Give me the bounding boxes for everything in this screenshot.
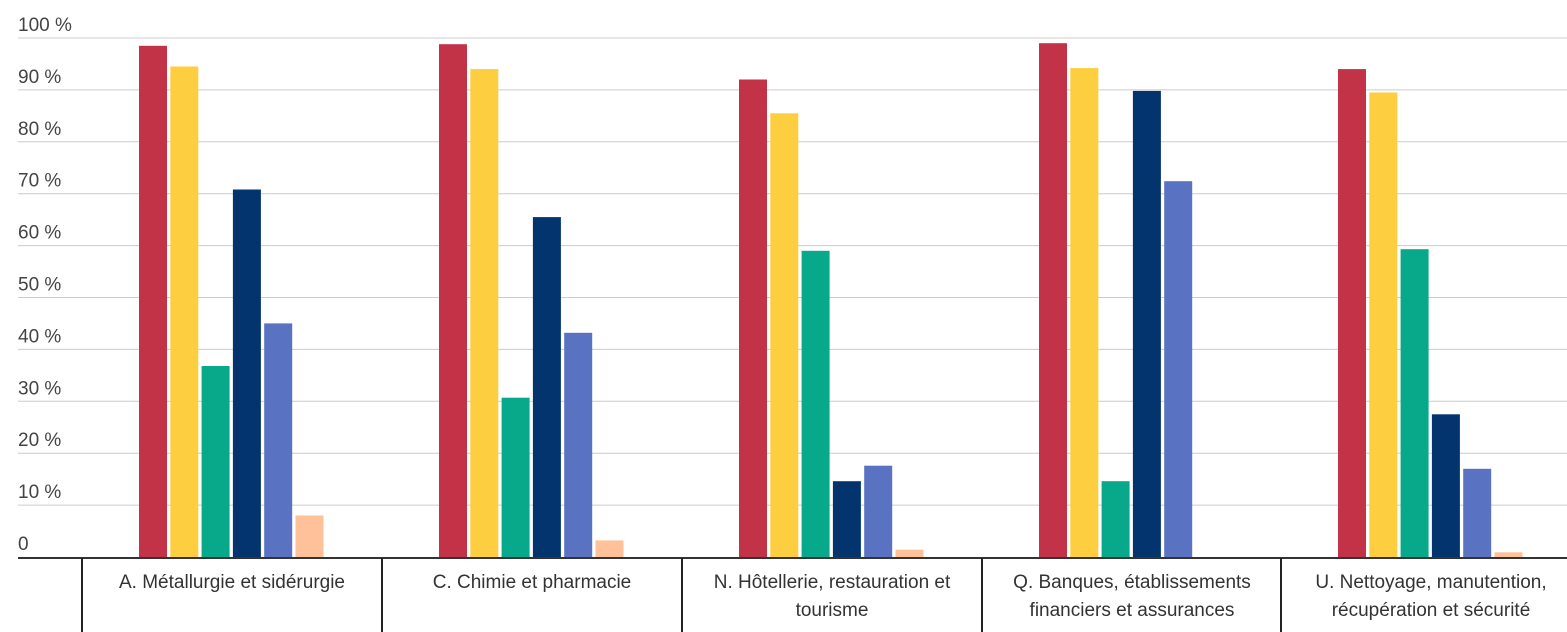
x-tick-label: C. Chimie et pharmacie [433,572,632,593]
y-tick-label: 80 % [18,119,61,140]
bar [170,66,199,557]
y-tick-label: 90 % [18,67,61,88]
y-tick-label: 50 % [18,275,61,296]
y-tick-label: 60 % [18,223,61,244]
bar [1494,552,1523,557]
bar [1400,249,1429,557]
bar [439,44,467,557]
x-axis: A. Métallurgie et sidérurgie C. Chimie et… [18,557,1567,632]
x-tick-label: récupération et sécurité [1332,600,1531,621]
y-tick-label: 10 % [18,482,61,503]
bar [1101,481,1130,557]
bar [1164,181,1193,557]
bar [595,540,624,557]
bar [801,250,830,558]
y-tick-label: 0 [18,534,29,555]
bar [739,79,767,557]
x-tick-label: A. Métallurgie et sidérurgie [119,572,345,593]
bar [232,189,261,557]
bar [295,515,324,557]
bar [864,465,893,557]
bar [1338,69,1366,557]
bar [1070,68,1099,557]
y-tick-label: 70 % [18,171,61,192]
bar [1463,468,1492,557]
bar [139,45,167,558]
x-tick-label: tourisme [796,600,869,621]
x-tick-label: U. Nettoyage, manutention, [1315,572,1546,593]
y-tick-label: 20 % [18,430,61,451]
bar [832,481,861,557]
y-tick-label: 30 % [18,378,61,399]
x-tick-label: N. Hôtellerie, restauration et [714,572,951,593]
x-tick-label: Q. Banques, établissements [1013,572,1251,593]
y-tick-label: 100 % [18,15,72,36]
bar [501,397,530,557]
bar [264,323,293,557]
bar [1369,92,1398,557]
y-axis-ticks: 0 10 % 20 % 30 % 40 % 50 % 60 % 70 % 80 % 90 % 100… [18,15,72,555]
bar [1039,43,1067,557]
bar [1132,90,1161,558]
bar [770,113,799,558]
x-tick-label: financiers et assurances [1030,600,1235,621]
bar [470,69,499,557]
bar [895,549,924,557]
bar [201,366,230,557]
y-tick-label: 40 % [18,326,61,347]
bar [532,217,561,557]
bar [1431,414,1460,557]
bar [564,332,593,557]
bars [139,43,1523,558]
